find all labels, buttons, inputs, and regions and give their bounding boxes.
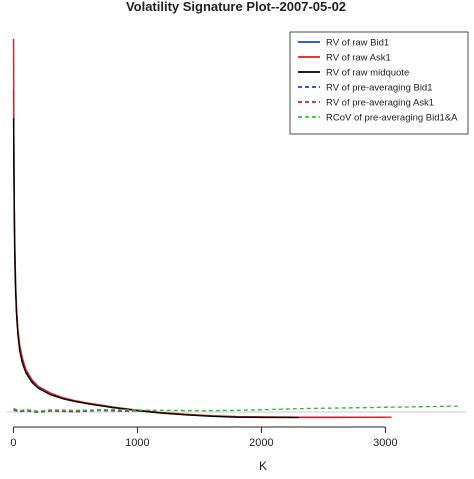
legend-label-1: RV of raw Bid1 xyxy=(326,38,389,49)
series-line-6 xyxy=(13,405,460,412)
chart-title: Volatility Signature Plot--2007-05-02 xyxy=(126,0,346,14)
x-tick-label: 2000 xyxy=(249,437,273,449)
x-axis: 0 1000 2000 3000 xyxy=(10,426,398,449)
series-line-3 xyxy=(12,118,299,419)
legend-label-6: RCoV of pre-averaging Bid1&A xyxy=(326,113,458,124)
legend-label-2: RV of raw Ask1 xyxy=(326,53,391,64)
x-tick-label: 3000 xyxy=(373,437,397,449)
x-tick-label: 1000 xyxy=(125,437,149,449)
series-layer xyxy=(6,38,466,419)
x-axis-label: K xyxy=(259,459,267,473)
x-tick-label: 0 xyxy=(10,437,16,449)
legend-label-4: RV of pre-averaging Bid1 xyxy=(326,83,433,94)
series-line-1 xyxy=(12,89,386,419)
legend: RV of raw Bid1 RV of raw Ask1 RV of raw mi… xyxy=(289,31,469,135)
legend-label-5: RV of pre-averaging Ask1 xyxy=(326,98,434,109)
legend-label-3: RV of raw midquote xyxy=(326,68,409,79)
